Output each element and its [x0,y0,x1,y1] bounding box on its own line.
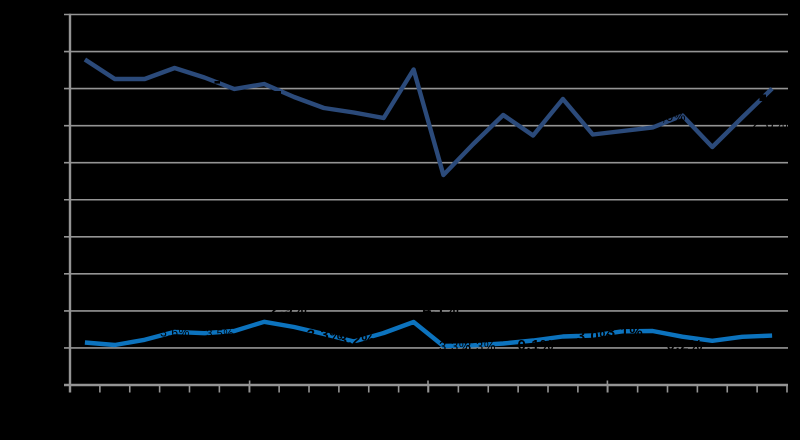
svg-text:3,3%: 3,3% [307,327,344,344]
svg-text:3,2%: 3,2% [339,332,376,349]
svg-text:-0,2%: -0,2% [661,337,703,354]
svg-text:-0,1%: -0,1% [512,337,554,354]
svg-text:3,3%: 3,3% [464,339,496,354]
svg-text:3,5%: 3,5% [206,328,233,340]
svg-text:4,1%: 4,1% [423,301,460,318]
svg-text:3,1%: 3,1% [607,324,644,341]
svg-text:3,0%: 3,0% [577,328,614,345]
svg-text:2,6%: 2,6% [752,115,789,132]
svg-text:3,3%: 3,3% [439,339,471,354]
svg-text:3,6%: 3,6% [160,326,190,340]
svg-text:3,0%: 3,0% [654,109,686,124]
svg-text:2,9%: 2,9% [271,301,308,318]
